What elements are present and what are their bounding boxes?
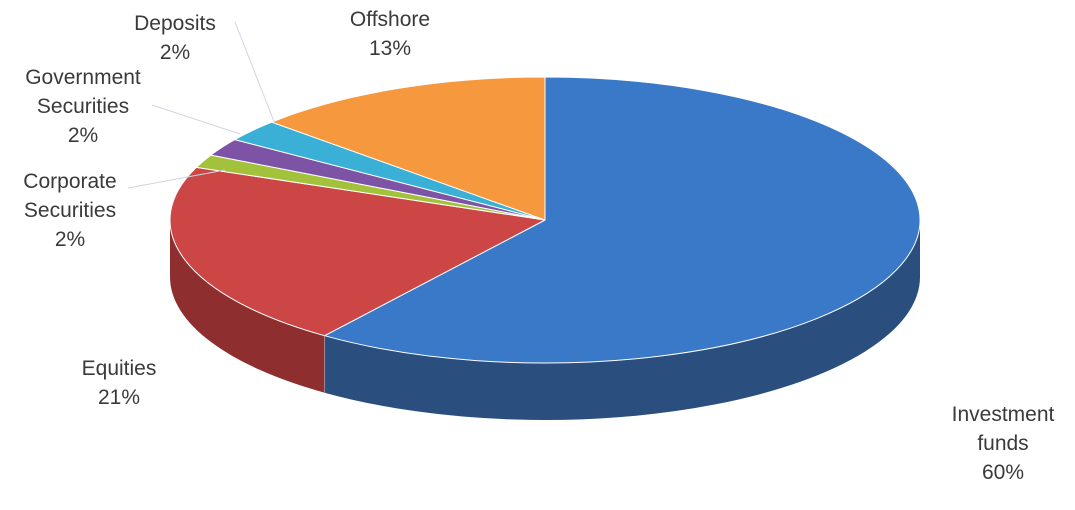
slice-name: Equities: [82, 357, 157, 380]
slice-percent: 2%: [160, 41, 190, 64]
slice-label-corporate-securities: Corporate Securities 2%: [23, 170, 116, 251]
slice-percent: 60%: [982, 461, 1024, 484]
leader-lines: [127, 21, 276, 189]
slice-name: Investment: [952, 403, 1055, 426]
slice-percent: 21%: [98, 386, 140, 409]
pie-side-investment-funds: [324, 220, 921, 421]
slice-label-equities: Equities 21%: [82, 357, 157, 409]
pie-slices: [169, 76, 921, 364]
slice-name: Securities: [24, 199, 116, 222]
leader-line-government-securities: [151, 104, 241, 135]
slice-labels: Investment funds 60% Equities 21% Corporate Se…: [23, 8, 1054, 484]
slice-label-government-securities: Government Securities 2%: [25, 66, 141, 147]
pie-side-equities: [170, 220, 325, 393]
leader-line-deposits: [234, 21, 276, 125]
slice-name: Corporate: [23, 170, 116, 193]
slice-name: Offshore: [350, 8, 430, 31]
slice-name: funds: [977, 432, 1028, 455]
slice-label-deposits: Deposits 2%: [134, 12, 216, 64]
leader-line-corporate-securities: [127, 169, 226, 189]
pie-slice-offshore: [271, 76, 546, 221]
pie-slice-equities: [169, 166, 546, 337]
pie-slice-investment-funds: [324, 76, 921, 364]
slice-percent: 2%: [68, 124, 98, 147]
slice-percent: 13%: [369, 37, 411, 60]
slice-name: Government: [25, 66, 141, 89]
slice-label-offshore: Offshore 13%: [350, 8, 430, 60]
slice-name: Deposits: [134, 12, 216, 35]
slice-label-investment-funds: Investment funds 60%: [952, 403, 1055, 484]
slice-name: Securities: [37, 95, 129, 118]
slice-percent: 2%: [55, 228, 85, 251]
pie-sides: [170, 220, 921, 421]
